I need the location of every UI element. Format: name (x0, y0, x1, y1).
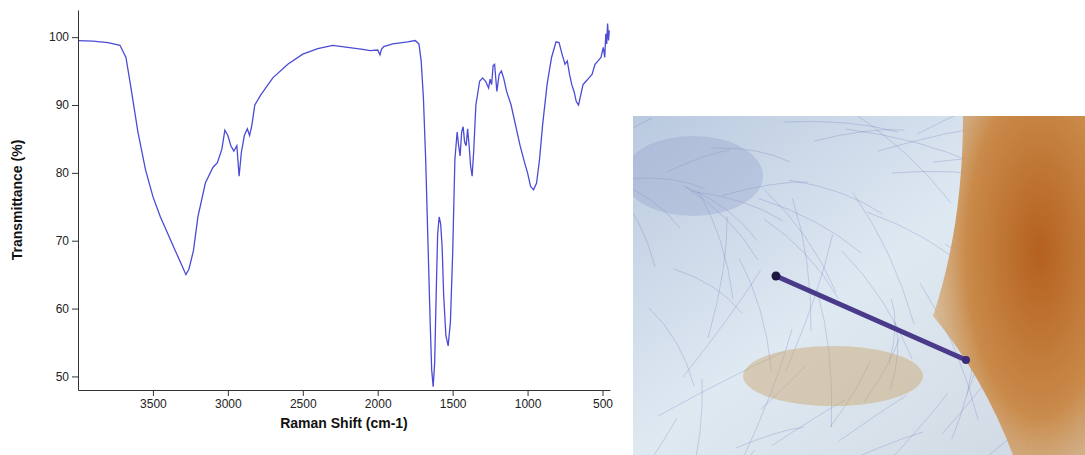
fibre (789, 180, 883, 214)
y-tick-mark (72, 37, 78, 38)
y-tick-label: 90 (56, 98, 70, 112)
stain-region (933, 116, 1085, 455)
fibre (736, 427, 804, 448)
stain-patch (743, 346, 923, 406)
fibre-end (962, 356, 970, 364)
spectrum-line (78, 24, 609, 387)
x-tick-mark (228, 390, 229, 396)
y-tick: 80 (56, 166, 78, 180)
fibre (687, 379, 702, 455)
x-axis: 3500 3000 2500 2000 1500 1000 500 (79, 390, 614, 411)
fibre (844, 116, 951, 203)
fibre (825, 432, 923, 455)
dark-patch (633, 136, 763, 216)
y-tick-label: 80 (56, 166, 70, 180)
x-tick-label: 2000 (365, 397, 392, 411)
fibre-mesh (633, 116, 1085, 455)
y-tick-label: 70 (56, 234, 70, 248)
main-fibre (776, 276, 966, 360)
micrograph (532, 53, 1085, 455)
y-axis: 50 60 70 80 90 100 (49, 11, 79, 391)
fibre (674, 269, 742, 313)
fibre (652, 450, 755, 455)
fibre (708, 217, 727, 338)
x-tick: 1500 (440, 390, 467, 411)
fibre (633, 418, 677, 455)
fibre (853, 193, 914, 324)
x-tick-label: 1500 (440, 397, 467, 411)
fibre (649, 308, 694, 386)
y-tick-mark (72, 309, 78, 310)
fibre (814, 130, 904, 141)
y-tick-label: 60 (56, 302, 70, 316)
x-tick-label: 3000 (215, 397, 242, 411)
x-tick: 3000 (215, 390, 242, 411)
fibre (772, 400, 845, 446)
x-tick: 1000 (515, 390, 542, 411)
fibre (759, 199, 861, 253)
y-tick-label: 100 (49, 30, 69, 44)
x-tick-label: 2500 (290, 397, 317, 411)
x-tick-mark (303, 390, 304, 396)
y-tick: 70 (56, 234, 78, 248)
x-axis-title: Raman Shift (cm-1) (280, 415, 408, 431)
x-tick-mark (378, 390, 379, 396)
y-tick-label: 50 (56, 370, 70, 384)
x-tick-label: 500 (593, 397, 613, 411)
fibre (842, 251, 912, 359)
x-axis-line (79, 390, 611, 391)
y-tick: 90 (56, 98, 78, 112)
y-tick-mark (72, 241, 78, 242)
fibre (884, 393, 948, 455)
fibre-end (772, 272, 781, 281)
y-tick-mark (72, 105, 78, 106)
y-tick-mark (72, 173, 78, 174)
x-tick-mark (528, 390, 529, 396)
fibre (764, 190, 836, 292)
x-tick-mark (603, 390, 604, 396)
page: 3500 3000 2500 2000 1500 1000 500 50 60 70 80 90 100… (0, 0, 1085, 455)
fibre (683, 270, 761, 377)
x-tick: 500 (593, 390, 613, 411)
y-axis-title: Transmittance (%) (9, 140, 25, 261)
x-tick-label: 1000 (515, 397, 542, 411)
x-tick: 2000 (365, 390, 392, 411)
fibre (739, 258, 772, 371)
x-tick-mark (153, 390, 154, 396)
y-tick: 60 (56, 302, 78, 316)
fibre (783, 121, 898, 132)
fibre (846, 129, 976, 164)
x-tick-label: 3500 (140, 397, 167, 411)
y-tick: 50 (56, 370, 78, 384)
x-tick: 3500 (140, 390, 167, 411)
y-axis-line (78, 11, 79, 391)
x-tick-mark (453, 390, 454, 396)
y-tick: 100 (49, 30, 78, 44)
y-tick-mark (72, 376, 78, 377)
chart: 3500 3000 2500 2000 1500 1000 500 50 60 70 80 90 100… (9, 11, 613, 432)
plot-area (78, 24, 609, 387)
x-tick: 2500 (290, 390, 317, 411)
